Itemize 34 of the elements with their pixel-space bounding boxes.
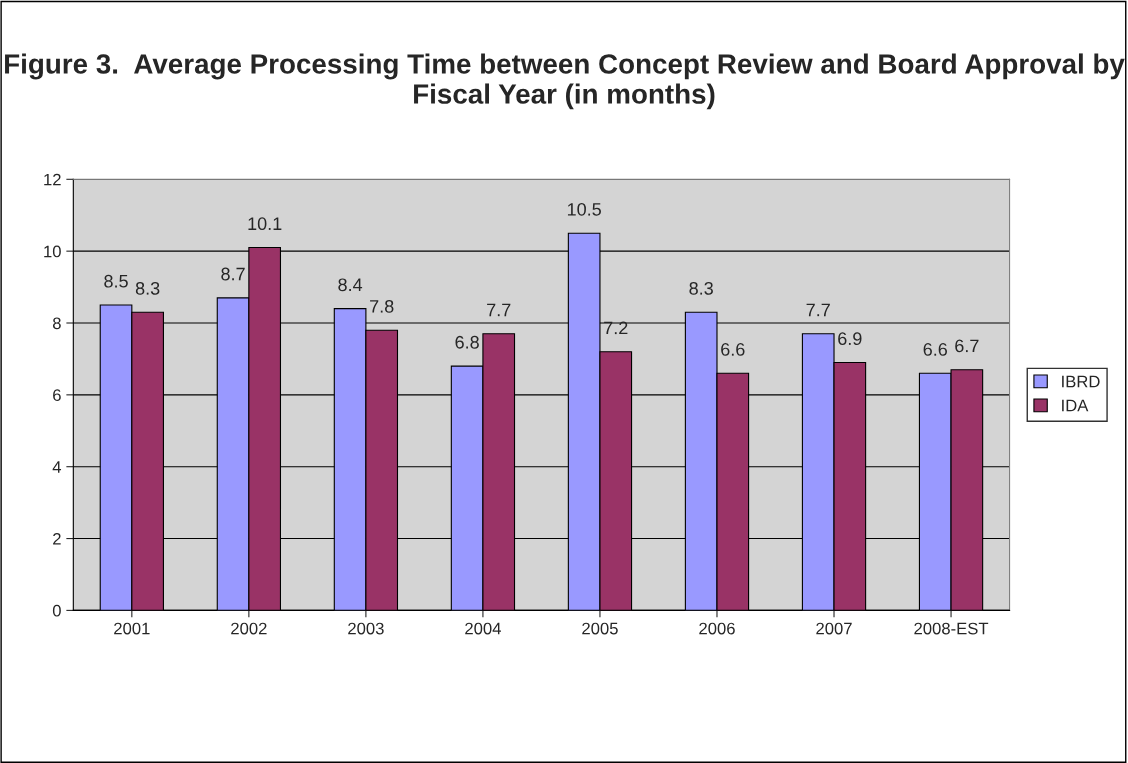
legend-label: IBRD bbox=[1062, 375, 1100, 388]
data-label: 6.7 bbox=[955, 339, 979, 353]
x-tick-label: 2007 bbox=[816, 622, 852, 635]
data-label: 7.8 bbox=[370, 299, 394, 313]
x-tick-label: 2001 bbox=[114, 622, 150, 635]
data-label: 7.7 bbox=[487, 303, 511, 317]
x-tick-label: 2005 bbox=[582, 622, 618, 635]
y-tick-label: 10 bbox=[44, 245, 61, 258]
y-tick-label: 0 bbox=[52, 604, 61, 617]
x-tick-label: 2006 bbox=[699, 622, 735, 635]
data-label: 8.7 bbox=[221, 267, 245, 281]
data-label: 7.7 bbox=[806, 303, 830, 317]
y-tick-label: 8 bbox=[52, 317, 61, 330]
y-tick-label: 2 bbox=[53, 532, 61, 545]
y-tick-label: 12 bbox=[44, 173, 61, 186]
data-label: 7.2 bbox=[604, 321, 628, 335]
data-label: 8.3 bbox=[135, 281, 160, 295]
x-tick-label: 2008-EST bbox=[914, 622, 989, 635]
x-tick-label: 2003 bbox=[348, 622, 384, 635]
y-tick-label: 6 bbox=[53, 389, 61, 402]
chart-title: Figure 3. Average Processing Time between Concept Review and Board Approval by Fiscal Year (in months) bbox=[5, 53, 1125, 110]
x-tick-label: 2004 bbox=[465, 622, 501, 635]
data-label: 6.9 bbox=[838, 332, 862, 346]
data-label: 8.3 bbox=[689, 281, 713, 295]
data-label: 6.6 bbox=[721, 343, 745, 356]
data-label: 8.5 bbox=[104, 274, 128, 288]
data-label: 8.4 bbox=[338, 278, 363, 292]
data-label: 6.8 bbox=[455, 335, 479, 349]
data-label: 6.6 bbox=[923, 343, 947, 356]
y-tick-label: 4 bbox=[52, 461, 62, 473]
data-label: 10.5 bbox=[567, 202, 601, 216]
data-label: 10.1 bbox=[248, 217, 282, 231]
x-tick-label: 2002 bbox=[231, 622, 267, 635]
legend-label: IDA bbox=[1062, 399, 1089, 412]
